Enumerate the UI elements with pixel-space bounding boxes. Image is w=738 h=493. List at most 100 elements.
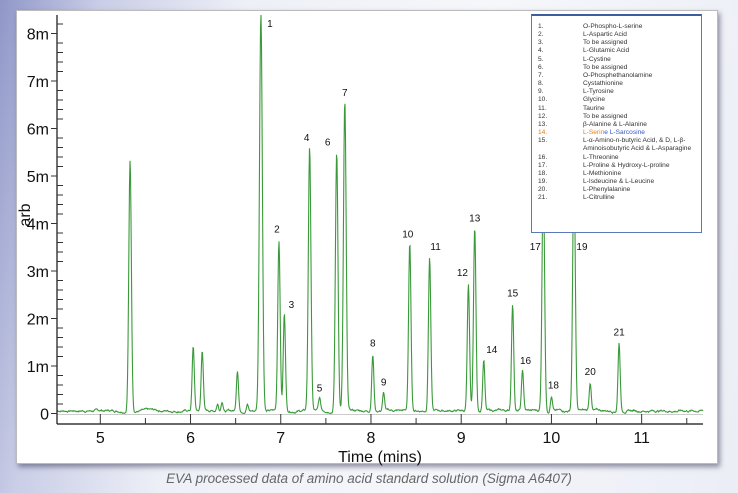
peak-label-19: 19 [576,242,588,253]
peak-label-10: 10 [402,229,414,240]
legend-number: 2. [538,31,544,39]
peak-label-8: 8 [370,339,376,350]
peak-label-21: 21 [614,328,626,339]
peak-label-2: 2 [274,225,280,236]
legend-entry: 6. To be assigned [532,64,701,72]
legend-name: L-Methionine [583,169,622,177]
legend-entry: 20. L-Phenylalanine [532,186,701,194]
peak-label-7: 7 [342,88,348,99]
x-tick-label: 10 [543,430,561,447]
peak-label-4: 4 [304,133,310,144]
y-axis-label: arb [17,203,34,226]
legend-number: 16. [538,153,548,161]
y-tick-label: 7m [27,74,49,91]
legend-entry: 10. Glycine [532,96,701,104]
legend-name: L-Threonine [583,153,619,161]
legend-number: 4. [538,47,544,55]
legend-name: L-Glutamic Acid [583,47,630,55]
peak-label-5: 5 [317,384,323,395]
legend-name: L-Citrulline [583,194,615,202]
legend-entry: 16. L-Threonine [532,154,701,162]
peak-label-6: 6 [325,138,331,149]
legend-name: To be assigned [583,112,628,120]
y-tick-label: 0 [40,407,49,424]
x-tick-label: 5 [96,430,105,447]
x-tick-label: 11 [633,430,650,447]
x-tick-label: 7 [276,430,285,447]
legend-number: 11. [538,104,547,112]
legend-entry: 2. L-Aspartic Acid [532,31,701,39]
peak-label-11: 11 [430,242,441,253]
peak-label-18: 18 [548,380,560,391]
peak-label-20: 20 [585,367,597,378]
legend-name: L-Aspartic Acid [583,31,627,39]
legend-entry: 21. L-Citrulline [532,194,701,202]
legend-number: 13. [538,120,548,128]
legend-entry: 14. L-Serine L-Sarcosine [532,129,701,137]
y-tick-label: 2m [27,312,49,329]
legend-name: To be assigned [583,63,628,71]
legend-name: β-Alanine & L-Alanine [583,120,647,128]
legend-name: L-α-Amino-n-butyric Acid, & D, L-β-Amino… [583,137,692,153]
legend-name: L-Tyrosine [583,88,614,96]
legend-number: 3. [538,39,544,47]
figure-caption: EVA processed data of amino acid standar… [166,471,572,486]
legend-number: 1. [538,23,544,30]
peak-label-3: 3 [289,300,295,311]
legend-entry: 11. Taurine [532,105,701,113]
chromatogram-trace [56,14,704,415]
legend-entry: 19. L-Isdeucine & L-Leucine [532,178,701,186]
y-tick-label: 5m [27,169,49,186]
legend-number: 19. [538,177,548,185]
legend-name: L-Cystine [583,55,611,63]
legend-number: 9. [538,88,544,96]
legend-number: 14. [538,129,548,137]
legend-number: 7. [538,71,544,79]
legend-entry: 7. O-Phosphethanolamine [532,72,701,80]
legend-name: To be assigned [583,39,628,47]
legend-name: L-Phenylalanine [583,186,631,194]
peak-label-1: 1 [267,19,273,30]
legend-number: 15. [538,137,548,145]
legend-entry: 15. L-α-Amino-n-butyric Acid, & D, L-β-Am… [532,137,701,153]
peak-label-13: 13 [469,214,481,225]
peak-label-14: 14 [486,345,498,356]
legend-entry: 18. L-Methionine [532,170,701,178]
y-tick-label: 6m [27,122,49,139]
legend-name: L-Serine L-Sarcosine [583,129,645,137]
x-axis-label: Time (mins) [338,449,422,466]
legend-number: 17. [538,161,548,169]
legend-name: O-Phosphethanolamine [583,71,653,79]
legend-entry: 9. L-Tyrosine [532,88,701,96]
legend: 1. O-Phospho-L-serine 2. L-Aspartic Acid 3. T… [531,14,702,233]
legend-number: 10. [538,96,548,104]
legend-name: Glycine [583,96,605,104]
peak-label-16: 16 [520,356,532,367]
legend-entry: 12. To be assigned [532,113,701,121]
peak-label-15: 15 [507,289,519,300]
x-tick-label: 6 [186,430,195,447]
y-tick-label: 1m [27,359,49,376]
legend-entry: 13. β-Alanine & L-Alanine [532,121,701,129]
legend-entry: 4. L-Glutamic Acid [532,47,701,55]
x-tick-label: 8 [367,430,376,447]
legend-number: 18. [538,169,548,177]
peak-label-9: 9 [381,377,387,388]
legend-number: 5. [538,55,544,63]
legend-name: L-Isdeucine & L-Leucine [583,177,655,185]
legend-entry: 8. Cystathionine [532,80,701,88]
legend-number: 6. [538,63,544,71]
legend-name: Taurine [583,104,605,112]
legend-entry: 17. L-Proline & Hydroxy-L-proline [532,162,701,170]
y-tick-label: 3m [27,264,49,281]
x-tick-label: 9 [457,430,466,447]
legend-number: 20. [538,186,548,194]
legend-number: 21. [538,194,548,202]
legend-name: L-Proline & Hydroxy-L-proline [583,161,670,169]
peak-label-12: 12 [457,268,469,279]
legend-name: O-Phospho-L-serine [583,23,643,30]
legend-number: 12. [538,112,548,120]
legend-entry: 5. L-Cystine [532,56,701,64]
legend-number: 8. [538,80,544,88]
